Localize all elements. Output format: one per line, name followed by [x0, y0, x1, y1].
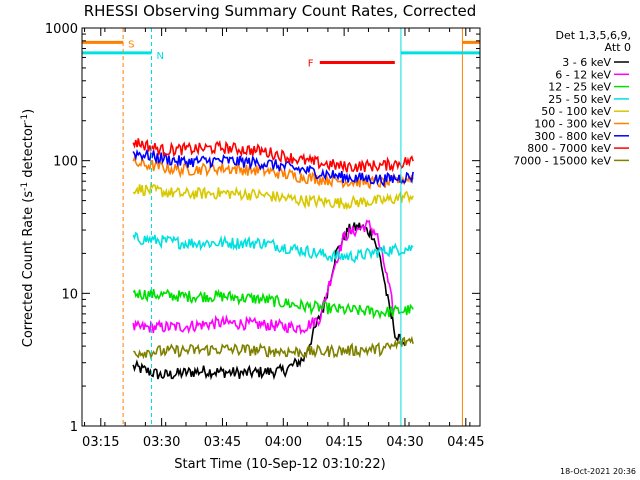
generated-date: 18-Oct-2021 20:36: [560, 467, 636, 476]
chart-title: RHESSI Observing Summary Count Rates, Co…: [84, 2, 477, 20]
x-tick-label: 03:30: [143, 435, 180, 450]
legend-entry-label: 100 - 300 keV: [534, 118, 611, 131]
plot-layer: S N F: [82, 28, 480, 426]
series-line-12-25-kev: [132, 288, 414, 320]
x-tick-label: 03:45: [204, 435, 241, 450]
y-tick-label: 10: [61, 287, 78, 302]
x-tick-label: 04:45: [447, 435, 484, 450]
legend-entry-label: 300 - 800 keV: [534, 130, 611, 143]
legend-entry-label: 7000 - 15000 keV: [513, 154, 611, 167]
y-axis-label: Corrected Count Rate (s-1 detector-1): [20, 109, 36, 347]
series-line-3-6-kev: [132, 222, 406, 381]
x-tick-label: 03:15: [82, 435, 119, 450]
series-line-300-800-kev: [132, 148, 414, 188]
series-line-7000-15000-kev: [133, 335, 414, 360]
marker-label-n: N: [156, 51, 163, 62]
x-tick-label: 04:30: [386, 435, 423, 450]
y-axis-ticks: 1 10 100 1000: [45, 22, 480, 435]
y-tick-label: 1000: [45, 22, 78, 37]
legend-entry-label: 50 - 100 keV: [541, 105, 611, 118]
legend-entry-label: 800 - 7000 keV: [527, 142, 611, 155]
legend-header-detectors: Det 1,3,5,6,9,: [555, 29, 631, 42]
x-axis-ticks: 03:15 03:30 03:45 04:00 04:15 04:30 04:45: [82, 28, 485, 450]
series-line-25-50-kev: [132, 231, 414, 264]
y-tick-label: 1: [70, 420, 78, 435]
y-tick-label: 100: [53, 155, 78, 170]
series-line-800-7000-kev: [132, 138, 414, 173]
legend-header-attenuator: Att 0: [605, 41, 631, 54]
x-axis-label: Start Time (10-Sep-12 03:10:22): [174, 457, 385, 472]
marker-label-s: S: [128, 39, 134, 50]
legend-entry-label: 25 - 50 keV: [548, 93, 611, 106]
x-tick-label: 04:00: [265, 435, 302, 450]
plot-frame: [81, 27, 481, 427]
series-line-6-12-kev: [132, 219, 394, 336]
legend-entry-label: 12 - 25 keV: [548, 81, 611, 94]
x-tick-label: 04:15: [325, 435, 362, 450]
series-line-50-100-kev: [132, 181, 414, 211]
legend-entry-label: 3 - 6 keV: [562, 56, 611, 69]
flare-label: F: [308, 58, 314, 69]
legend-entry-label: 6 - 12 keV: [555, 68, 611, 81]
